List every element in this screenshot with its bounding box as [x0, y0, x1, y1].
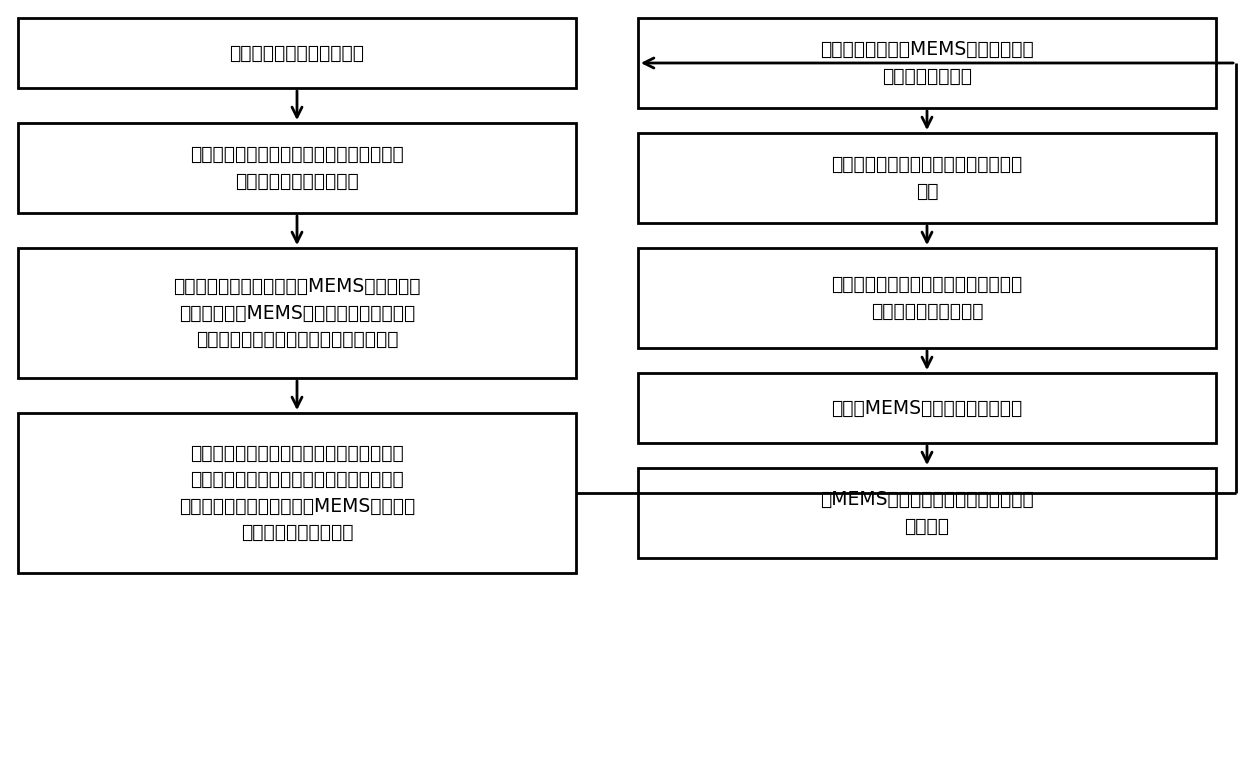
Bar — [19, 248, 577, 378]
Text: 将多层MEMS微纳线圈进行互连；: 将多层MEMS微纳线圈进行互连； — [831, 399, 1023, 418]
Bar — [19, 123, 577, 213]
Bar — [639, 133, 1216, 223]
Bar — [639, 468, 1216, 558]
Bar — [639, 373, 1216, 443]
Bar — [19, 413, 577, 573]
Bar — [639, 248, 1216, 348]
Text: 在上述薄膜绝缘层上沉积一薄膜种子层，再
电镀一金属应力层；调节上述金属应力层的
厚度以控制其应力，从而将MEMS微纳线圈
自上述剥离层处剥离；: 在上述薄膜绝缘层上沉积一薄膜种子层，再 电镀一金属应力层；调节上述金属应力层的 … — [179, 443, 415, 542]
Text: 在上述刚性基底上通过薄膜生长工艺生长一
层有机薄膜作为剥离层；: 在上述刚性基底上通过薄膜生长工艺生长一 层有机薄膜作为剥离层； — [190, 146, 404, 191]
Text: 准备刚性基底并进行清洗；: 准备刚性基底并进行清洗； — [229, 43, 365, 62]
Bar — [639, 18, 1216, 108]
Text: 将剥离下来的上述MEMS微纳线圈与柔
性基底进行集成；: 将剥离下来的上述MEMS微纳线圈与柔 性基底进行集成； — [820, 40, 1034, 86]
Bar — [19, 18, 577, 88]
Text: 在上述有机薄膜上沉积多层MEMS微纳线圈，
上述相邻层的MEMS微纳线圈之间沉积一薄
膜隔离层，并在最顶层沉积薄膜绝缘层；: 在上述有机薄膜上沉积多层MEMS微纳线圈， 上述相邻层的MEMS微纳线圈之间沉积… — [174, 277, 420, 349]
Text: 依次将上述金属应力层、薄膜种子层去
除；: 依次将上述金属应力层、薄膜种子层去 除； — [831, 155, 1023, 201]
Text: 将MEMS微纳线圈互连后的柔性基底进
行折叠。: 将MEMS微纳线圈互连后的柔性基底进 行折叠。 — [820, 490, 1034, 536]
Text: 在上述薄膜绝缘层上电极焊盘对应位置
开孔，露出电极焊盘；: 在上述薄膜绝缘层上电极焊盘对应位置 开孔，露出电极焊盘； — [831, 275, 1023, 321]
